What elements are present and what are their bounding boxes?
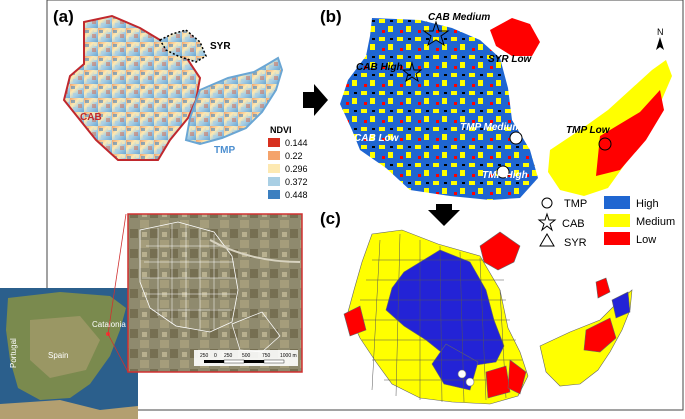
ndvi-swatch-3 — [268, 177, 280, 186]
ndvi-swatch-0 — [268, 138, 280, 147]
ndvi-swatch-2 — [268, 164, 280, 173]
tmp-high-block — [611, 291, 631, 319]
ndvi-value-0: 0.144 — [285, 138, 308, 148]
key-symbol-label-2: SYR — [564, 237, 587, 249]
cab-high-arm — [431, 343, 479, 391]
scale-tick-5: 1000 m — [280, 353, 297, 359]
africa-landmass — [0, 400, 138, 419]
label-cab-low: CAB Low — [354, 133, 400, 144]
cab-class-field — [340, 18, 538, 200]
vineyard-outline — [139, 221, 239, 333]
scale-bar-seg-4 — [263, 359, 285, 364]
tmp-low-block — [583, 317, 617, 353]
tmp-low-strip — [595, 277, 611, 299]
tmp-medium-marker — [509, 131, 523, 145]
ndvi-value-3: 0.372 — [285, 177, 308, 187]
cab-field — [62, 14, 202, 161]
ndvi-legend-title: NDVI — [270, 125, 292, 135]
scale-tick-3: 500 — [242, 353, 251, 359]
panel-a-letter: (a) — [53, 7, 74, 26]
arrow-a-to-b — [303, 84, 328, 116]
ndvi-value-2: 0.296 — [285, 164, 308, 174]
ndvi-swatch-1 — [268, 151, 280, 160]
tmp-sample-point-1 — [457, 369, 467, 379]
spain-label: Spain — [48, 351, 68, 360]
tmp-label: TMP — [214, 145, 235, 156]
north-arrow-icon: N — [656, 27, 664, 50]
cab-low-block-3 — [507, 359, 527, 395]
syr-field — [158, 29, 207, 63]
class-map-b — [340, 18, 672, 200]
zoom-line-2 — [107, 333, 129, 373]
cab-label: CAB — [80, 112, 102, 123]
syr-class-field — [490, 18, 540, 56]
key-class-label-2: Low — [636, 234, 656, 246]
zoom-line-1 — [107, 213, 127, 335]
cab-high-zone — [385, 249, 505, 367]
key-class-label-0: High — [636, 198, 659, 210]
scale-tick-4: 750 — [262, 353, 271, 359]
scale-bar-seg-3 — [244, 360, 264, 363]
panel-b-letter: (b) — [320, 7, 342, 26]
cab-low-block-2 — [485, 365, 511, 399]
label-tmp-low: TMP Low — [566, 125, 611, 136]
key-triangle-icon — [539, 233, 555, 247]
label-syr-low: SYR Low — [488, 54, 533, 65]
vineyard-grid — [142, 224, 236, 330]
tmp-field — [184, 56, 284, 146]
cab-medium-marker — [422, 20, 450, 47]
figure-border — [46, 0, 684, 411]
north-label: N — [657, 27, 664, 37]
tmp-sample-point-2 — [465, 377, 475, 387]
scale-tick-2: 250 — [224, 353, 233, 359]
scale-tick-1: 0 — [214, 353, 217, 359]
iberia-dry-area — [30, 316, 100, 378]
scale-bar-seg-2 — [223, 359, 245, 364]
tmp-outline — [231, 311, 281, 353]
key-swatch-low — [604, 232, 630, 245]
tmp-low-zone — [596, 90, 664, 176]
road — [209, 239, 301, 263]
cab-low-block-1 — [343, 305, 367, 337]
block-map-c — [343, 229, 633, 405]
key-star-icon — [537, 212, 557, 232]
class-key: TMP CAB SYR High Medium Low — [537, 196, 675, 249]
ndvi-value-4: 0.448 — [285, 190, 308, 200]
label-cab-medium: CAB Medium — [428, 12, 490, 23]
aerial-image: 250 0 250 500 750 1000 m — [127, 213, 303, 373]
label-cab-high: CAB High — [356, 62, 403, 73]
key-symbol-label-1: CAB — [562, 218, 585, 230]
tmp-high-marker — [496, 165, 510, 179]
key-circle-icon — [541, 197, 553, 209]
cab-high-marker — [401, 61, 423, 83]
ndvi-legend: NDVI 0.144 0.22 0.296 0.372 0.448 — [268, 125, 308, 200]
key-class-label-1: Medium — [636, 216, 675, 228]
arrow-b-to-c — [428, 204, 460, 226]
panel-c-letter: (c) — [320, 209, 341, 228]
ndvi-map — [62, 14, 284, 161]
label-tmp-medium: TMP Medium — [460, 122, 521, 133]
key-swatch-high — [604, 196, 630, 209]
block-grid — [356, 233, 522, 403]
key-swatch-medium — [604, 214, 630, 227]
tmp-low-marker — [598, 137, 612, 151]
syr-block — [479, 231, 521, 271]
label-tmp-high: TMP High — [482, 170, 528, 181]
location-map: Portugal Spain Catalonia — [0, 213, 138, 419]
ndvi-value-1: 0.22 — [285, 151, 303, 161]
scale-tick-0: 250 — [200, 353, 209, 359]
ndvi-swatch-4 — [268, 190, 280, 199]
syr-label: SYR — [210, 41, 231, 52]
key-symbol-label-0: TMP — [564, 198, 587, 210]
scale-bar-seg-1 — [204, 360, 224, 363]
portugal-label: Portugal — [9, 338, 18, 368]
tmp-class-field — [548, 60, 672, 196]
